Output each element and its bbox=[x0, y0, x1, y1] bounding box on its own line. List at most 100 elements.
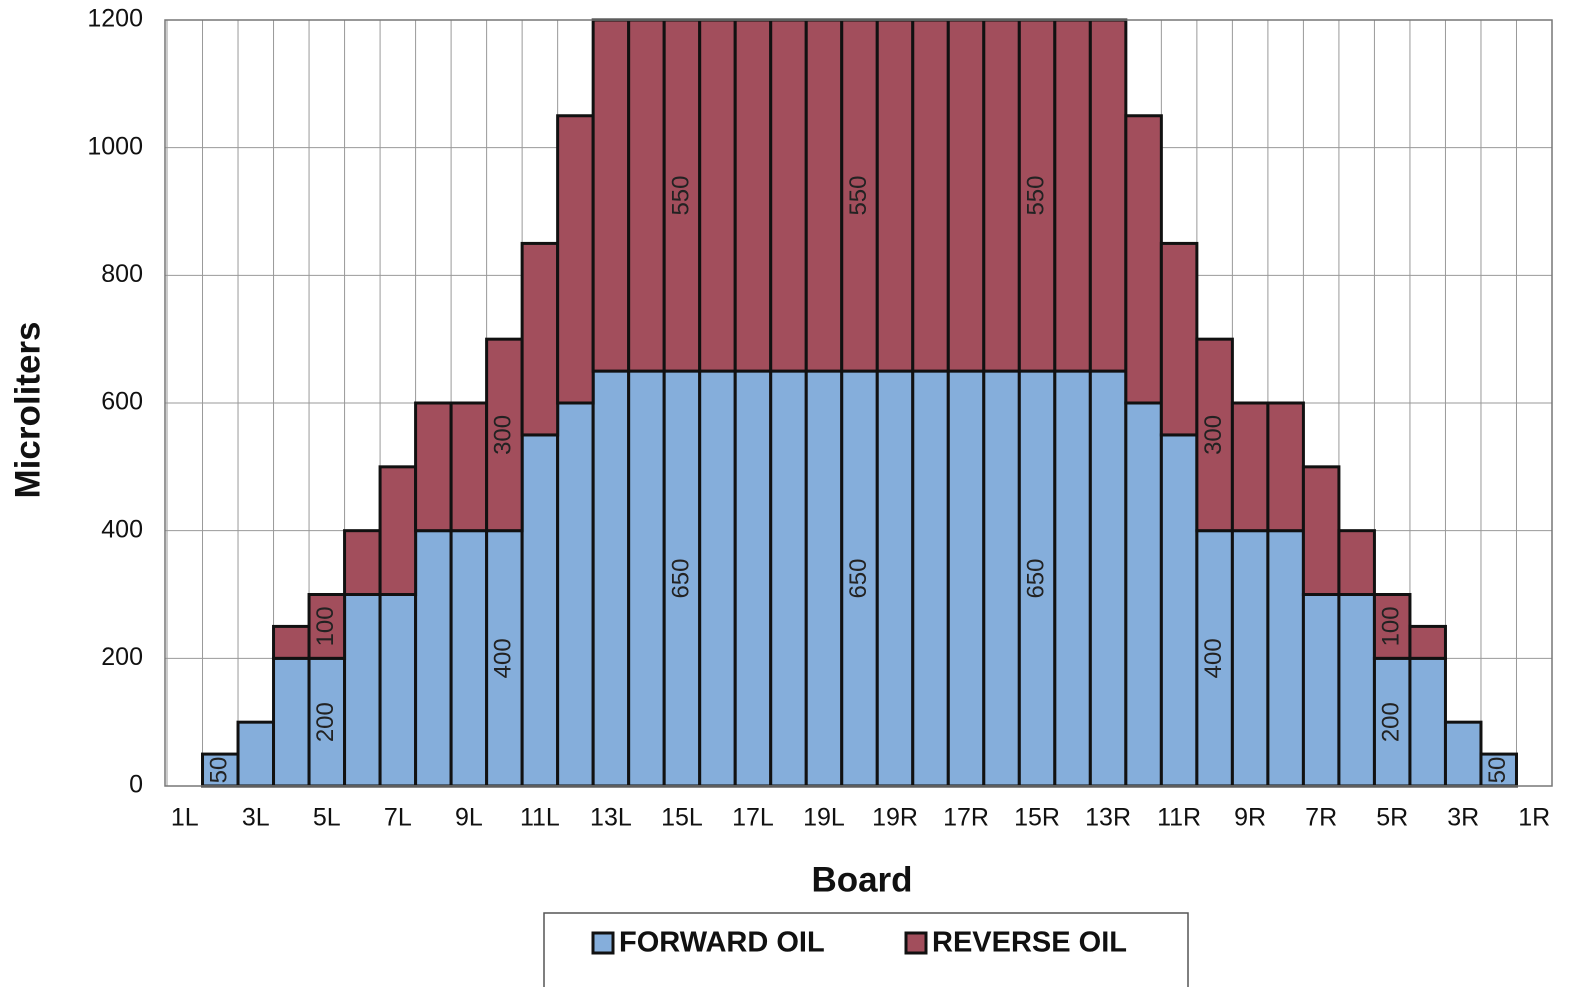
bar-segment bbox=[449, 401, 489, 533]
bar-segment bbox=[1301, 465, 1341, 597]
plot-frame bbox=[164, 19, 1553, 787]
legend: FORWARD OIL REVERSE OIL bbox=[591, 927, 1127, 959]
bar-segment bbox=[520, 241, 560, 437]
x-tick-label: 13R bbox=[1085, 804, 1131, 832]
bar-segment bbox=[1408, 656, 1447, 788]
bar-segment bbox=[449, 529, 489, 788]
bar-segment bbox=[946, 18, 986, 373]
bar-segment bbox=[272, 624, 311, 660]
value-label: 300 bbox=[1200, 415, 1227, 455]
y-tick-label: 600 bbox=[101, 388, 143, 416]
x-tick-label: 17R bbox=[943, 804, 989, 832]
y-tick-label: 1200 bbox=[87, 5, 143, 33]
bar-segment bbox=[1230, 529, 1270, 788]
legend-swatch bbox=[591, 931, 615, 955]
value-label: 200 bbox=[312, 702, 339, 742]
x-tick-label: 15R bbox=[1014, 804, 1060, 832]
bar-segment bbox=[698, 18, 737, 373]
bar-segment bbox=[414, 401, 453, 533]
x-tick-label: 11L bbox=[520, 804, 560, 832]
bar-segment bbox=[982, 18, 1021, 373]
bar-segment bbox=[236, 720, 276, 788]
bar-segment bbox=[1408, 624, 1447, 660]
value-label: 100 bbox=[312, 606, 339, 646]
value-label: 550 bbox=[845, 176, 872, 216]
value-label: 650 bbox=[1022, 559, 1049, 599]
bar-segment bbox=[911, 18, 950, 373]
bar-segment bbox=[946, 369, 986, 788]
bar-segment bbox=[804, 369, 844, 788]
x-tick-label: 19R bbox=[872, 804, 918, 832]
legend-box bbox=[543, 912, 1189, 987]
bar-segment bbox=[272, 656, 311, 788]
value-label: 550 bbox=[667, 176, 694, 216]
bar-segment bbox=[1053, 18, 1092, 373]
value-label: 650 bbox=[845, 559, 872, 599]
y-axis-title: Microliters bbox=[8, 322, 47, 499]
legend-swatch bbox=[904, 931, 928, 955]
bar-segment bbox=[485, 337, 524, 533]
bar-segment bbox=[1301, 593, 1341, 788]
bar-segment bbox=[982, 369, 1021, 788]
value-label: 50 bbox=[1484, 757, 1511, 784]
bar-segment bbox=[414, 529, 453, 788]
bar-segment bbox=[520, 433, 560, 788]
bar-segment bbox=[1266, 401, 1305, 533]
bar-segment bbox=[378, 593, 418, 788]
bar-segment bbox=[1159, 433, 1199, 788]
legend-label: FORWARD OIL bbox=[619, 927, 825, 959]
bar-segment bbox=[1159, 241, 1199, 437]
bar-segment bbox=[769, 369, 808, 788]
y-tick-label: 200 bbox=[101, 643, 143, 671]
bar-segment bbox=[1088, 369, 1128, 788]
value-label: 550 bbox=[1022, 176, 1049, 216]
bar-segment bbox=[591, 18, 631, 373]
x-tick-label: 11R bbox=[1157, 804, 1201, 832]
x-tick-label: 9L bbox=[455, 804, 483, 832]
bar-segment bbox=[733, 369, 773, 788]
x-tick-label: 17L bbox=[732, 804, 774, 832]
x-tick-label: 5L bbox=[313, 804, 341, 832]
value-label: 650 bbox=[667, 559, 694, 599]
y-tick-label: 800 bbox=[101, 260, 143, 288]
bar-segment bbox=[733, 18, 773, 373]
x-tick-label: 9R bbox=[1234, 804, 1266, 832]
x-tick-label: 1R bbox=[1518, 804, 1550, 832]
bar-segment bbox=[627, 18, 666, 373]
y-tick-label: 1000 bbox=[87, 132, 143, 160]
bar-segment bbox=[698, 369, 737, 788]
value-label: 400 bbox=[1200, 638, 1227, 678]
x-tick-label: 13L bbox=[590, 804, 632, 832]
bar-segment bbox=[1124, 114, 1163, 405]
bar-segment bbox=[804, 18, 844, 373]
value-label: 200 bbox=[1378, 702, 1405, 742]
bar-segment bbox=[1337, 529, 1376, 597]
bar-segment bbox=[307, 593, 347, 660]
bar-segment bbox=[1337, 593, 1376, 788]
bar-segment bbox=[343, 529, 382, 597]
bar-segment bbox=[1443, 720, 1483, 788]
bar-segment bbox=[556, 114, 595, 405]
bar-segment bbox=[343, 593, 382, 788]
x-tick-label: 19L bbox=[803, 804, 845, 832]
bar-segment bbox=[627, 369, 666, 788]
x-tick-label: 15L bbox=[661, 804, 703, 832]
x-tick-label: 3R bbox=[1447, 804, 1479, 832]
y-tick-label: 0 bbox=[129, 771, 143, 799]
value-label: 400 bbox=[490, 638, 517, 678]
legend-label: REVERSE OIL bbox=[932, 927, 1127, 959]
x-tick-label: 3L bbox=[242, 804, 270, 832]
bar-segment bbox=[875, 18, 915, 373]
bar-segment bbox=[1124, 401, 1163, 788]
x-tick-label: 1L bbox=[171, 804, 199, 832]
value-label: 100 bbox=[1378, 606, 1405, 646]
value-label: 50 bbox=[206, 757, 233, 784]
bar-segment bbox=[769, 18, 808, 373]
bar-segment bbox=[1088, 18, 1128, 373]
bar-segment bbox=[1266, 529, 1305, 788]
bars: 50 200 400 650 650 650 400 200 50 100 300 550 550 550… bbox=[201, 18, 1518, 788]
bar-segment bbox=[875, 369, 915, 788]
bar-segment bbox=[591, 369, 631, 788]
bar-segment bbox=[556, 401, 595, 788]
